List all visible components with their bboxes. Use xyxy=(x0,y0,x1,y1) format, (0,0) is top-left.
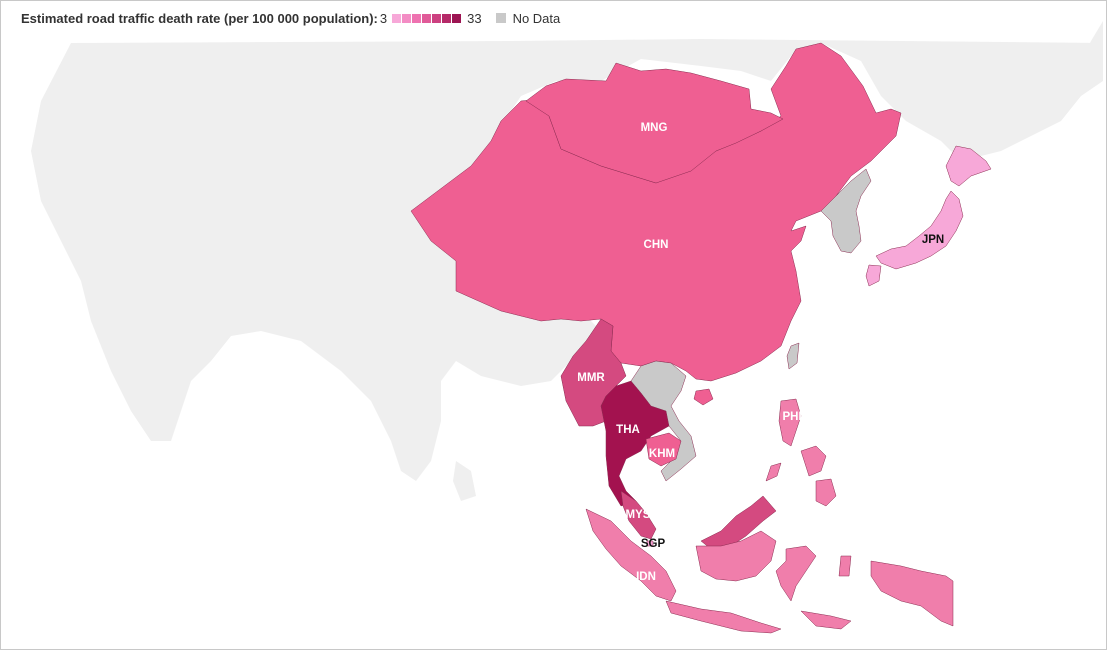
label-mys: MYS xyxy=(626,509,651,521)
country-lao-vnm-nodata[interactable] xyxy=(630,360,697,482)
legend-swatch xyxy=(442,13,452,23)
legend-swatch xyxy=(392,13,402,23)
legend-swatch xyxy=(422,13,432,23)
legend-title: Estimated road traffic death rate (per 1… xyxy=(21,10,378,26)
legend-swatch xyxy=(432,13,442,23)
country-phl[interactable] xyxy=(765,398,837,507)
label-phl: PHL xyxy=(783,411,806,423)
legend-swatch xyxy=(452,13,462,23)
country-kor-prk-nodata[interactable] xyxy=(820,168,872,254)
country-mys-peninsula[interactable] xyxy=(620,490,657,540)
legend-color-scale xyxy=(392,13,462,23)
country-idn[interactable] xyxy=(585,508,954,634)
country-jpn[interactable] xyxy=(865,145,992,287)
country-mng[interactable] xyxy=(525,62,784,184)
background-land xyxy=(31,21,1103,501)
label-chn: CHN xyxy=(644,239,669,251)
country-chn[interactable] xyxy=(410,42,902,382)
label-jpn: JPN xyxy=(922,234,944,246)
country-khm[interactable] xyxy=(645,432,682,467)
country-twn-nodata[interactable] xyxy=(786,342,800,370)
country-sgp[interactable] xyxy=(646,540,654,547)
legend-max-value: 33 xyxy=(467,10,482,26)
country-labels: MNG CHN JPN MMR THA KHM MYS SGP IDN PHL xyxy=(577,122,944,583)
legend-swatch xyxy=(402,13,412,23)
label-tha: THA xyxy=(616,424,640,436)
hainan-island xyxy=(693,388,714,406)
legend-nodata-swatch xyxy=(495,13,506,23)
map-legend: Estimated road traffic death rate (per 1… xyxy=(21,9,560,27)
label-mng: MNG xyxy=(641,122,668,134)
label-idn: IDN xyxy=(636,571,656,583)
label-mmr: MMR xyxy=(577,372,605,384)
legend-nodata-label: No Data xyxy=(512,10,561,26)
countries xyxy=(410,42,992,634)
legend-min-value: 3 xyxy=(379,10,388,26)
label-khm: KHM xyxy=(649,448,675,460)
legend-swatch xyxy=(412,13,422,23)
label-sgp: SGP xyxy=(641,538,666,550)
